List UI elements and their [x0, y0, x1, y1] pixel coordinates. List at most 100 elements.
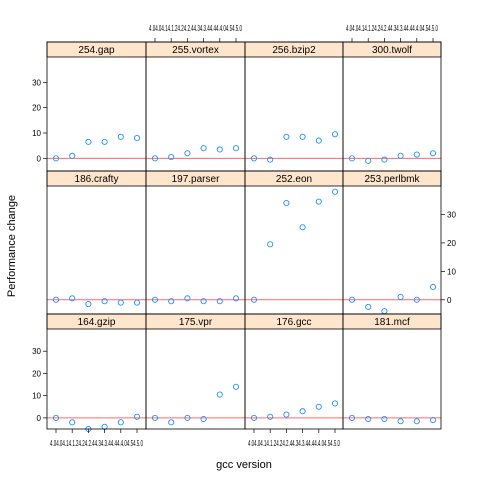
data-point [69, 295, 76, 302]
data-point [331, 188, 339, 195]
data-point [168, 154, 175, 161]
data-point [299, 133, 306, 140]
data-point [151, 296, 159, 303]
data-point [168, 298, 175, 305]
y-tick-label: 10 [32, 129, 41, 138]
panel-frame [342, 170, 442, 315]
data-point [348, 155, 356, 162]
panel-strip-label: 300.twolf [372, 45, 412, 56]
x-tick-label: 4.04.04.14.1.24.24.2.44.34.3.44.44.4.04.… [149, 24, 242, 33]
data-point [381, 308, 388, 315]
data-point [85, 300, 92, 308]
data-point [331, 131, 339, 138]
data-point [250, 414, 258, 421]
data-point [52, 155, 60, 162]
data-point [52, 296, 60, 303]
data-point [315, 137, 322, 144]
data-point [232, 383, 240, 390]
y-tick-label: 30 [447, 210, 456, 219]
data-point [184, 295, 191, 302]
data-point [151, 414, 159, 421]
axes-layer: 0 10 20 30 4.04.04.14.1.24.24.2.44.34.3.44.4… [32, 24, 456, 448]
panel-strip-label: 255.vortex [172, 45, 219, 56]
x-tick-label: 4.04.04.14.1.24.24.2.44.34.3.44.44.4.04.… [346, 24, 438, 33]
data-point [348, 296, 356, 303]
panel-strip-label: 164.gzip [78, 317, 116, 328]
data-point [117, 419, 124, 426]
panel-strip-label: 252.eon [276, 174, 312, 185]
data-point [69, 419, 76, 426]
data-point [117, 133, 124, 140]
y-tick-label: 10 [447, 267, 456, 276]
data-point [133, 135, 141, 142]
data-point [413, 296, 420, 303]
data-point [101, 423, 108, 430]
y-tick-label: 20 [447, 239, 456, 248]
data-point [101, 298, 108, 305]
data-point [232, 295, 240, 302]
data-point [250, 296, 258, 303]
panel-strip-label: 197.parser [172, 174, 220, 185]
x-axis-title: gcc version [216, 459, 272, 471]
data-point [315, 403, 322, 410]
data-point [413, 151, 420, 158]
data-point [151, 155, 159, 162]
data-point [267, 413, 274, 420]
data-point [232, 145, 240, 152]
y-tick-label: 20 [32, 104, 41, 113]
panel-frame [342, 41, 442, 172]
data-point [184, 414, 191, 421]
data-point [216, 298, 223, 305]
data-point [283, 200, 290, 207]
y-tick-label: 10 [32, 392, 41, 401]
panels-layer: 254.gap 255.vortex 256.bzip2 300.twolf 186.c… [46, 41, 442, 433]
data-point [283, 411, 290, 418]
data-point [299, 408, 306, 415]
data-point [200, 415, 207, 423]
x-tick-label: 4.04.04.14.1.24.24.2.44.34.3.44.44.4.04.… [248, 439, 340, 448]
data-point [413, 418, 420, 425]
panel-frame [244, 313, 344, 430]
data-point [397, 418, 404, 425]
data-point [429, 283, 437, 291]
panel-frame [145, 41, 246, 172]
data-point [381, 415, 388, 423]
data-point [133, 299, 141, 306]
data-point [200, 298, 207, 305]
y-tick-label: 30 [32, 78, 41, 87]
data-point [348, 414, 356, 421]
panel-frame [46, 170, 147, 315]
y-axis-title: Performance change [6, 195, 18, 297]
data-point [117, 299, 124, 306]
data-point [429, 417, 437, 424]
panel-strip-label: 253.perlbmk [364, 174, 420, 185]
panel-strip-label: 181.mcf [374, 317, 410, 328]
data-point [69, 152, 76, 159]
panel-frame [145, 170, 246, 315]
data-point [365, 157, 372, 164]
data-point [101, 138, 108, 145]
panel-frame [145, 313, 246, 430]
data-point [381, 156, 388, 163]
data-point [184, 150, 191, 157]
panel-frame [244, 41, 344, 172]
data-point [250, 155, 258, 162]
data-point [216, 146, 223, 153]
data-point [365, 303, 372, 310]
y-tick-label: 0 [447, 296, 452, 305]
y-tick-label: 30 [32, 347, 41, 356]
panel-strip-label: 186.crafty [75, 174, 119, 185]
data-point [267, 241, 274, 248]
x-tick-label: 4.04.04.14.1.24.24.2.44.34.3.44.44.4.04.… [50, 439, 143, 448]
panel-strip-label: 175.vpr [179, 317, 213, 328]
panel-frame [244, 170, 344, 315]
data-point [331, 400, 339, 407]
data-point [52, 414, 60, 421]
data-point [397, 293, 404, 300]
data-point [429, 150, 437, 157]
panel-frame [342, 313, 442, 430]
panel-strip-label: 256.bzip2 [272, 45, 316, 56]
data-point [315, 198, 322, 205]
data-point [397, 152, 404, 159]
